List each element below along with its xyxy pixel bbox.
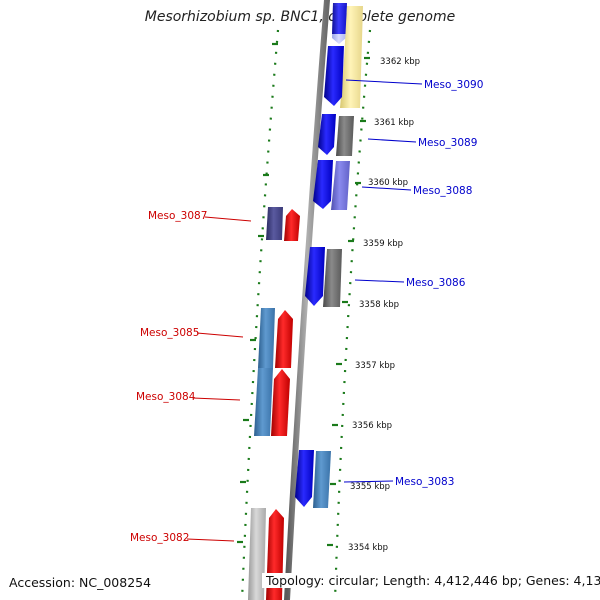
gene-arrow — [332, 3, 347, 34]
scale-tick-label: 3360 kbp — [368, 178, 408, 188]
gene-arrow — [318, 114, 336, 155]
gene-arrow — [340, 6, 363, 108]
gene-box — [336, 116, 354, 156]
gene-arrow — [271, 369, 290, 436]
right-guide-track — [333, 29, 372, 600]
genome-summary: Topology: circular; Length: 4,412,446 bp… — [262, 573, 600, 588]
gene-box — [331, 161, 350, 210]
label-leaders — [186, 79, 423, 542]
gene-labels: Meso_3090 Meso_3089 Meso_3088 Meso_3087 … — [130, 79, 483, 544]
scale-tick-label: 3361 kbp — [374, 118, 414, 128]
map-title: Mesorhizobium sp. BNC1, complete genome — [144, 9, 456, 25]
chromosome-backbone — [284, 0, 330, 600]
accession-info: Accession: NC_008254 — [9, 575, 152, 590]
scale-tick-label: 3357 kbp — [355, 361, 395, 371]
gene-box — [248, 508, 266, 600]
gene-box — [254, 368, 273, 436]
gene-box — [313, 451, 331, 508]
gene-label-meso-3082[interactable]: Meso_3082 — [130, 532, 189, 544]
gene-arrow — [313, 160, 333, 209]
scale-tick-label: 3354 kbp — [348, 543, 388, 553]
gene-arrow — [324, 46, 344, 106]
gene-label-meso-3085[interactable]: Meso_3085 — [140, 327, 199, 339]
gene-arrow — [305, 247, 325, 306]
gene-box — [323, 249, 342, 307]
scale-tick-label: 3362 kbp — [380, 57, 420, 67]
gene-arrow — [275, 310, 293, 368]
gene-arrow — [284, 209, 300, 241]
gene-label-meso-3084[interactable]: Meso_3084 — [136, 391, 196, 403]
gene-label-meso-3090[interactable]: Meso_3090 — [424, 79, 483, 91]
gene-label-meso-3083[interactable]: Meso_3083 — [395, 476, 454, 488]
gene-box — [258, 308, 275, 368]
gene-label-meso-3088[interactable]: Meso_3088 — [413, 185, 472, 197]
major-ticks — [237, 42, 370, 547]
gene-label-meso-3087[interactable]: Meso_3087 — [148, 210, 207, 222]
gene-label-meso-3089[interactable]: Meso_3089 — [418, 137, 477, 149]
scale-tick-label: 3359 kbp — [363, 239, 403, 249]
scale-labels: 3362 kbp 3361 kbp 3360 kbp 3359 kbp 3358… — [348, 57, 420, 553]
gene-box — [266, 207, 283, 240]
scale-tick-label: 3356 kbp — [352, 421, 392, 431]
scale-tick-label: 3355 kbp — [350, 482, 390, 492]
gene-arrow — [295, 450, 314, 507]
gene-label-meso-3086[interactable]: Meso_3086 — [406, 277, 466, 289]
scale-tick-label: 3358 kbp — [359, 300, 399, 310]
